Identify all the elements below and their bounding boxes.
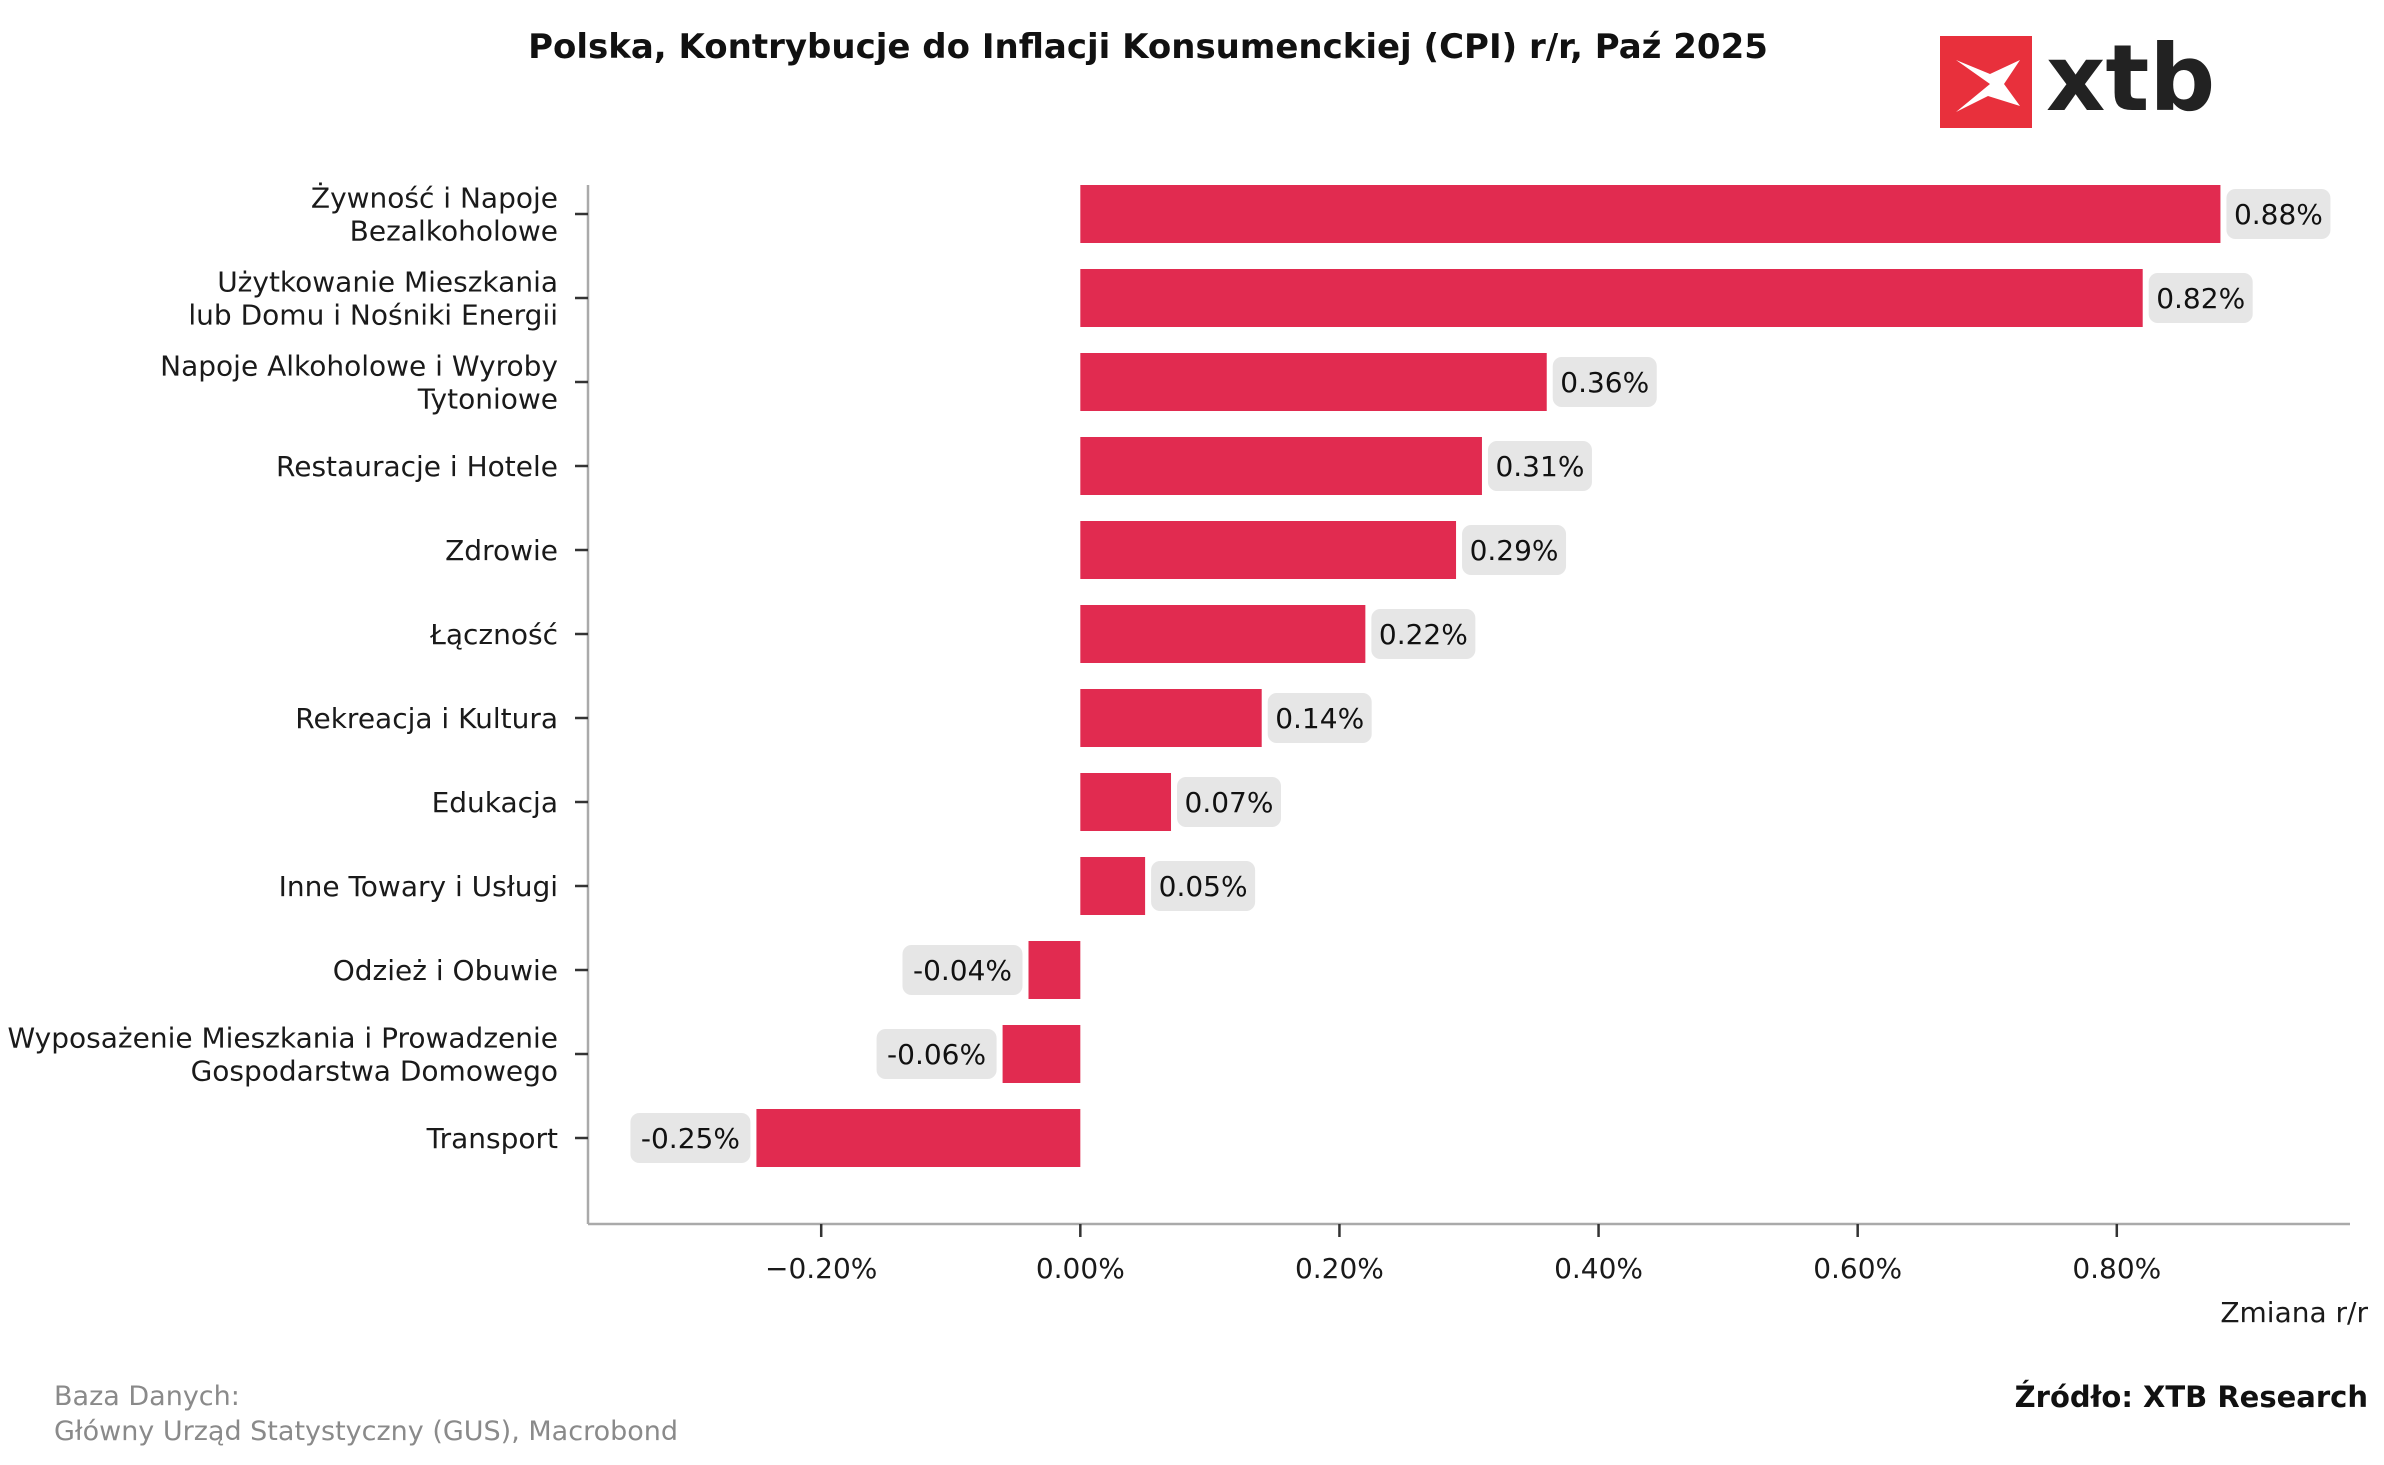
category-label: Użytkowanie Mieszkania lub Domu i Nośniki…: [188, 266, 558, 332]
value-label-bg: [1151, 861, 1256, 911]
bars: [756, 185, 2221, 1167]
value-labels: 0.88% 0.82% 0.36% 0.31% 0.29% 0.22% 0.14% 0.07%…: [630, 189, 2331, 1163]
category-label: Wyposażenie Mieszkania i Prowadzenie Gosp…: [7, 1022, 558, 1088]
x-tick-label: 0.00%: [1036, 1252, 1125, 1285]
value-label: 0.14%: [1275, 702, 1364, 735]
bar: [1080, 689, 1262, 747]
value-label-bg: [1177, 777, 1282, 827]
bar: [1080, 857, 1146, 915]
source-line-2: Główny Urząd Statystyczny (GUS), Macrobo…: [54, 1416, 678, 1447]
category-label: Inne Towary i Usługi: [279, 870, 558, 903]
xtb-logo: xtb: [1940, 25, 2215, 132]
x-axis-title: Zmiana r/r: [2220, 1296, 2368, 1329]
category-label: Rekreacja i Kultura: [295, 702, 558, 735]
logo-x-icon: [1956, 60, 2020, 112]
value-label-bg: [2148, 273, 2253, 323]
source-note: Baza Danych: Główny Urząd Statystyczny (…: [54, 1381, 678, 1447]
bar: [756, 1109, 1081, 1167]
x-tick-label: 0.60%: [1813, 1252, 1902, 1285]
value-label-bg: [1462, 525, 1567, 575]
category-label: Zdrowie: [445, 534, 558, 567]
chart-title: Polska, Kontrybucje do Inflacji Konsumen…: [528, 27, 1768, 67]
value-label-bg: [630, 1113, 751, 1163]
source-credit: Źródło: XTB Research: [2015, 1380, 2368, 1414]
value-label: 0.07%: [1185, 786, 1274, 819]
category-label: Transport: [426, 1122, 558, 1155]
value-label: 0.05%: [1159, 870, 1248, 903]
category-label: Restauracje i Hotele: [276, 450, 558, 483]
category-label: Żywność i Napoje Bezalkoholowe: [311, 182, 558, 248]
logo-mark: [1940, 36, 2032, 128]
x-tick-label: 0.80%: [2072, 1252, 2161, 1285]
x-tick-label: −0.20%: [765, 1252, 877, 1285]
value-label: -0.06%: [887, 1038, 986, 1071]
plot-area: 0.88% 0.82% 0.36% 0.31% 0.29% 0.22% 0.14% 0.07%…: [7, 182, 2350, 1285]
category-label: Edukacja: [432, 786, 558, 819]
logo-text: xtb: [2046, 25, 2215, 132]
bar: [1080, 353, 1547, 411]
bar: [1080, 605, 1366, 663]
value-label-bg: [2226, 189, 2331, 239]
bar: [1080, 185, 2221, 243]
bar: [1080, 521, 1457, 579]
value-label: 0.31%: [1495, 450, 1584, 483]
value-label: 0.88%: [2234, 198, 2323, 231]
bar: [1080, 773, 1172, 831]
category-labels: Żywność i Napoje Bezalkoholowe Użytkowanie…: [7, 182, 588, 1155]
value-label-bg: [1487, 441, 1592, 491]
value-label-bg: [1552, 357, 1657, 407]
category-label: Napoje Alkoholowe i Wyroby Tytoniowe: [160, 350, 558, 416]
value-label: 0.36%: [1560, 366, 1649, 399]
x-ticks: −0.20% 0.00% 0.20% 0.40% 0.60% 0.80%: [765, 1224, 2161, 1285]
bar: [1080, 437, 1482, 495]
bar: [1028, 941, 1081, 999]
bar: [1080, 269, 2143, 327]
value-label: -0.25%: [641, 1122, 740, 1155]
source-line-1: Baza Danych:: [54, 1381, 240, 1412]
x-tick-label: 0.40%: [1554, 1252, 1643, 1285]
value-label-bg: [902, 945, 1023, 995]
value-label-bg: [1267, 693, 1372, 743]
category-label: Łączność: [429, 618, 558, 651]
value-label-bg: [876, 1029, 997, 1079]
bar: [1002, 1025, 1081, 1083]
x-tick-label: 0.20%: [1295, 1252, 1384, 1285]
value-label: -0.04%: [913, 954, 1012, 987]
value-label: 0.22%: [1379, 618, 1468, 651]
value-label: 0.29%: [1470, 534, 1559, 567]
value-label-bg: [1371, 609, 1476, 659]
category-label: Odzież i Obuwie: [333, 954, 558, 987]
value-label: 0.82%: [2156, 282, 2245, 315]
